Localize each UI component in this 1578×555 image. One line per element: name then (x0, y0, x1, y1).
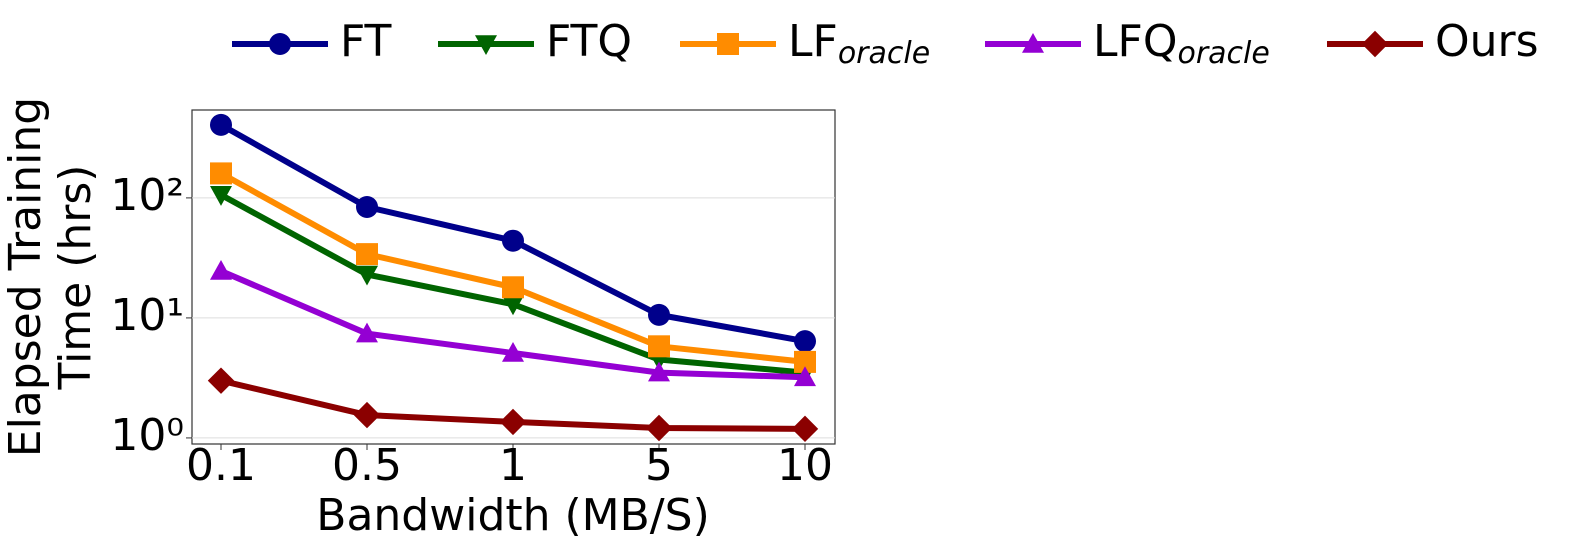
legend-name: LFQ (1093, 16, 1177, 67)
marker (717, 33, 739, 55)
legend-name: Ours (1435, 16, 1539, 67)
marker (207, 367, 235, 394)
marker (648, 361, 670, 382)
marker (1022, 33, 1044, 53)
marker (794, 330, 816, 353)
legend-subscript: oracle (1177, 36, 1269, 71)
marker (356, 265, 378, 286)
marker (502, 229, 524, 252)
x-tick-label: 0.1 (186, 440, 256, 491)
marker (791, 415, 819, 443)
marker (475, 35, 497, 55)
legend-label: FT (340, 16, 392, 67)
x-axis-label: Bandwidth (MB/S) (316, 490, 709, 541)
legend-name: FT (340, 16, 392, 67)
x-tick-label: 10 (777, 440, 833, 491)
marker (210, 259, 232, 280)
y-tick-label: 10⁰ (110, 410, 184, 461)
legend-label: FTQ (546, 16, 632, 67)
y-tick-label: 10² (110, 170, 184, 221)
marker (356, 195, 378, 218)
legend-name: FTQ (546, 16, 632, 67)
legend-subscript: oracle (838, 36, 930, 71)
marker (502, 342, 524, 362)
marker (499, 408, 527, 436)
marker (648, 335, 670, 358)
x-tick-label: 0.5 (332, 440, 402, 491)
y-axis-label: Time (hrs) (50, 165, 101, 391)
legend-label: LForacle (788, 16, 930, 71)
marker (794, 350, 816, 373)
y-tick-label: 10¹ (110, 290, 184, 341)
x-tick-label: 5 (645, 440, 673, 491)
marker (356, 322, 378, 343)
legend-name: LF (788, 16, 838, 67)
marker (794, 366, 816, 387)
y-axis-label: Elapsed Training (0, 97, 51, 457)
marker (353, 401, 381, 429)
marker (210, 162, 232, 185)
marker (210, 186, 232, 206)
marker (356, 243, 378, 266)
series-line (219, 170, 806, 365)
marker (648, 303, 670, 326)
legend-label: LFQoracle (1093, 16, 1270, 71)
marker (269, 33, 291, 55)
marker (645, 414, 673, 442)
marker (502, 276, 524, 299)
x-tick-label: 1 (499, 440, 527, 491)
marker (1361, 30, 1389, 58)
marker (210, 113, 232, 136)
legend-label: Ours (1435, 16, 1539, 67)
marker (502, 295, 524, 316)
